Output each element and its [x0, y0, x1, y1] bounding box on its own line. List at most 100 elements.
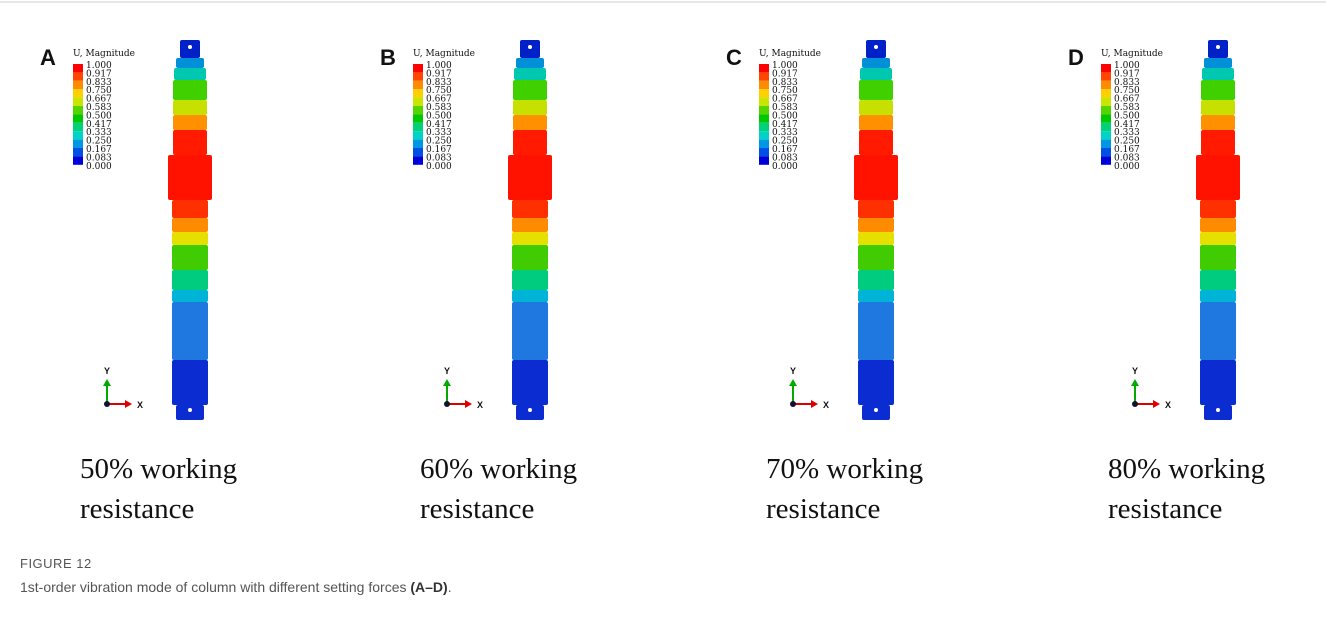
column-segment	[173, 130, 207, 155]
column-segment	[854, 155, 898, 200]
panel-label: A	[40, 45, 56, 70]
legend-swatch	[1101, 156, 1111, 164]
panel-caption: resistance	[80, 493, 194, 525]
legend-swatch	[759, 140, 769, 148]
column-segment	[1200, 302, 1236, 360]
legend-value: 0.000	[1114, 162, 1140, 172]
column-segment	[1200, 270, 1236, 290]
column-segment	[858, 200, 894, 218]
column-segment	[512, 360, 548, 405]
axis-arrowhead-x	[465, 400, 472, 408]
column-hole	[874, 45, 878, 49]
column-hole	[188, 408, 192, 412]
axis-origin	[1132, 401, 1138, 407]
column-segment	[173, 115, 207, 130]
column-segment	[512, 232, 548, 245]
legend-swatch	[73, 156, 83, 164]
panel-label: D	[1068, 45, 1084, 70]
column-hole	[1216, 408, 1220, 412]
legend-swatch	[413, 140, 423, 148]
column-segment	[859, 100, 893, 115]
column-segment	[173, 80, 207, 100]
column-segment	[1200, 232, 1236, 245]
column-segment	[176, 58, 204, 68]
legend-swatch	[413, 81, 423, 89]
legend-swatch	[1101, 123, 1111, 131]
legend-swatch	[413, 131, 423, 139]
column-segment	[512, 270, 548, 290]
column-segment	[858, 290, 894, 302]
legend-swatch	[759, 131, 769, 139]
panel: CU, Magnitude1.0000.9170.8330.7500.6670.…	[726, 40, 923, 525]
legend-swatch	[1101, 131, 1111, 139]
figure-caption: 1st-order vibration mode of column with …	[20, 579, 452, 595]
legend-swatch	[759, 64, 769, 72]
page: FIGURE 12 1st-order vibration mode of co…	[0, 0, 1326, 618]
column-segment	[1196, 155, 1240, 200]
legend-swatch	[413, 123, 423, 131]
column-segment	[172, 302, 208, 360]
panel-label: B	[380, 45, 396, 70]
legend-swatch	[73, 106, 83, 114]
column-segment	[172, 245, 208, 270]
legend-title: U, Magnitude	[1101, 49, 1163, 59]
legend-swatch	[1101, 72, 1111, 80]
column-segment	[512, 218, 548, 232]
column-segment	[512, 290, 548, 302]
column-segment	[859, 115, 893, 130]
column-segment	[512, 200, 548, 218]
legend-swatch	[413, 98, 423, 106]
panel-caption: 60% working	[420, 453, 577, 485]
column-segment	[1200, 290, 1236, 302]
legend-swatch	[1101, 81, 1111, 89]
axis-arrowhead-y	[103, 379, 111, 386]
figure: FIGURE 12 1st-order vibration mode of co…	[0, 0, 1326, 613]
legend-title: U, Magnitude	[759, 49, 821, 59]
legend-swatch	[413, 114, 423, 122]
axis-label-y: Y	[104, 366, 110, 376]
column-hole	[188, 45, 192, 49]
legend-swatch	[759, 89, 769, 97]
legend-swatch	[73, 148, 83, 156]
legend-swatch	[73, 123, 83, 131]
legend-swatch	[73, 81, 83, 89]
legend-swatch	[1101, 114, 1111, 122]
legend-swatch	[413, 89, 423, 97]
axis-arrowhead-y	[443, 379, 451, 386]
legend-swatch	[1101, 64, 1111, 72]
axis-arrowhead-x	[811, 400, 818, 408]
column-hole	[528, 45, 532, 49]
column-segment	[1201, 115, 1235, 130]
column-segment	[862, 58, 890, 68]
column-hole	[528, 408, 532, 412]
column-segment	[858, 302, 894, 360]
panel-caption: resistance	[766, 493, 880, 525]
legend-swatch	[73, 114, 83, 122]
axis-origin	[790, 401, 796, 407]
legend-swatch	[1101, 148, 1111, 156]
column-segment	[172, 290, 208, 302]
column-segment	[1200, 360, 1236, 405]
column-segment	[859, 130, 893, 155]
legend-swatch	[73, 140, 83, 148]
column-segment	[1201, 100, 1235, 115]
legend-swatch	[413, 106, 423, 114]
panel-label: C	[726, 45, 742, 70]
column-segment	[168, 155, 212, 200]
column-segment	[172, 360, 208, 405]
axis-label-x: X	[1165, 400, 1171, 410]
column-segment	[512, 302, 548, 360]
column-segment	[858, 232, 894, 245]
axis-arrowhead-y	[1131, 379, 1139, 386]
column-segment	[514, 68, 546, 80]
column-segment	[858, 270, 894, 290]
axis-label-y: Y	[444, 366, 450, 376]
column-segment	[508, 155, 552, 200]
legend-title: U, Magnitude	[413, 49, 475, 59]
column-segment	[1201, 80, 1235, 100]
legend-title: U, Magnitude	[73, 49, 135, 59]
legend-swatch	[413, 156, 423, 164]
column-segment	[1202, 68, 1234, 80]
axis-label-x: X	[137, 400, 143, 410]
